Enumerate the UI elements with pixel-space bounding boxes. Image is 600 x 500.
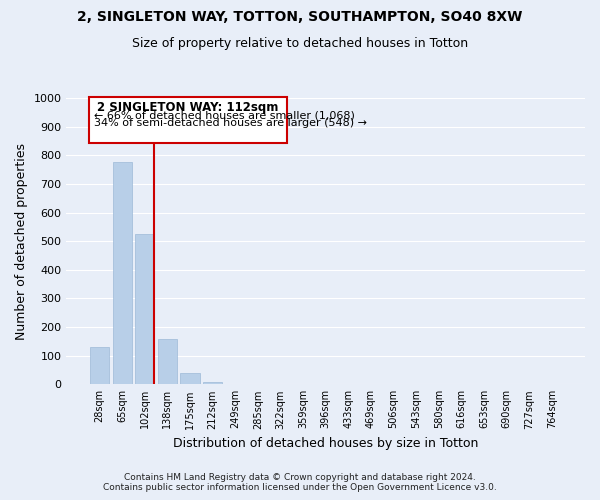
X-axis label: Distribution of detached houses by size in Totton: Distribution of detached houses by size … xyxy=(173,437,478,450)
Bar xyxy=(203,382,222,384)
Bar xyxy=(135,234,154,384)
Bar xyxy=(113,162,132,384)
Y-axis label: Number of detached properties: Number of detached properties xyxy=(15,142,28,340)
Bar xyxy=(158,339,177,384)
Bar xyxy=(89,98,287,143)
Text: 34% of semi-detached houses are larger (548) →: 34% of semi-detached houses are larger (… xyxy=(94,118,367,128)
Text: 2, SINGLETON WAY, TOTTON, SOUTHAMPTON, SO40 8XW: 2, SINGLETON WAY, TOTTON, SOUTHAMPTON, S… xyxy=(77,10,523,24)
Text: Contains HM Land Registry data © Crown copyright and database right 2024.
Contai: Contains HM Land Registry data © Crown c… xyxy=(103,473,497,492)
Bar xyxy=(181,373,200,384)
Text: ← 66% of detached houses are smaller (1,068): ← 66% of detached houses are smaller (1,… xyxy=(94,110,355,120)
Text: 2 SINGLETON WAY: 112sqm: 2 SINGLETON WAY: 112sqm xyxy=(97,102,278,114)
Bar xyxy=(90,346,109,385)
Text: Size of property relative to detached houses in Totton: Size of property relative to detached ho… xyxy=(132,38,468,51)
